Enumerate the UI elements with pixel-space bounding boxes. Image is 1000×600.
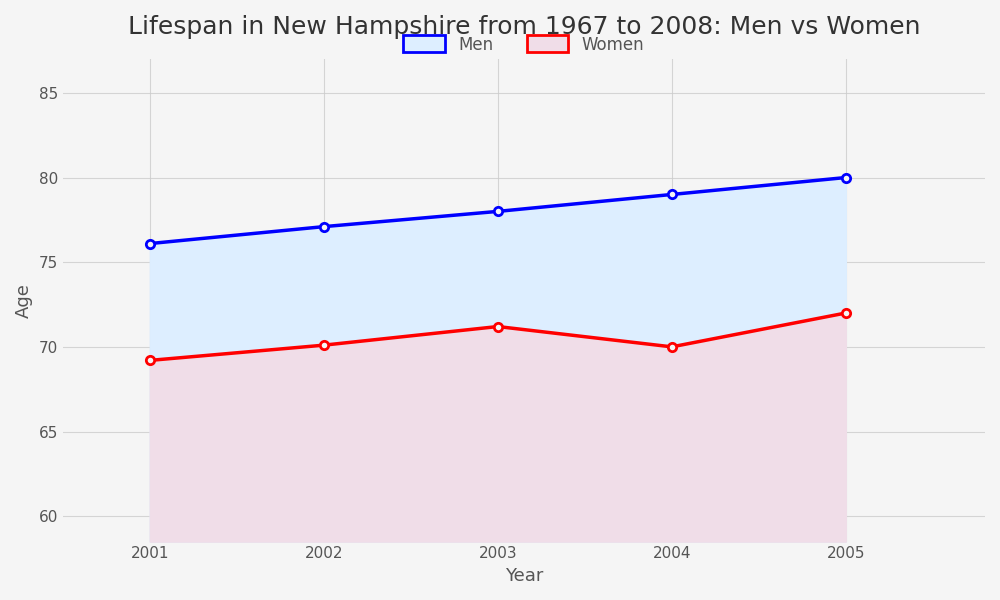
Legend: Men, Women: Men, Women: [397, 29, 651, 60]
Y-axis label: Age: Age: [15, 283, 33, 318]
Title: Lifespan in New Hampshire from 1967 to 2008: Men vs Women: Lifespan in New Hampshire from 1967 to 2…: [128, 15, 920, 39]
X-axis label: Year: Year: [505, 567, 543, 585]
